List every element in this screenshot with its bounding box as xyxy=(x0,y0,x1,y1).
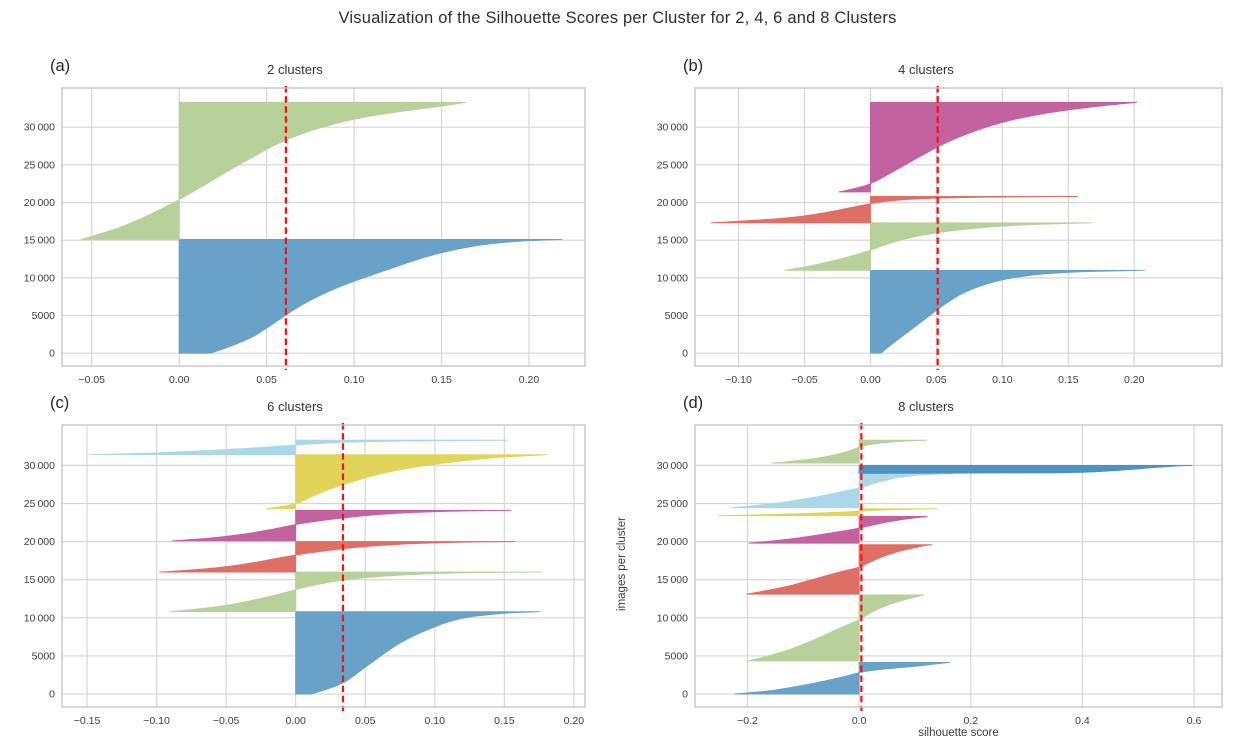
x-tick-label: −0.05 xyxy=(791,374,818,386)
silhouette-cluster-d4 xyxy=(748,516,928,544)
y-tick-label: 5000 xyxy=(665,650,689,662)
x-tick-label: 0.10 xyxy=(992,374,1013,386)
silhouette-cluster-a1 xyxy=(178,238,563,354)
panel-a-title: 2 clusters xyxy=(267,62,323,77)
y-axis-label: images per cluster xyxy=(616,517,628,611)
silhouette-cluster-c4 xyxy=(171,509,512,542)
y-tick-label: 0 xyxy=(49,689,55,701)
x-axis-label: silhouette score xyxy=(918,727,999,739)
x-tick-label: 0.0 xyxy=(852,715,867,727)
x-tick-label: 0.05 xyxy=(256,374,277,386)
x-tick-label: −0.10 xyxy=(725,374,752,386)
y-tick-label: 15 000 xyxy=(24,235,55,247)
plot-border xyxy=(694,424,1223,708)
silhouette-cluster-c2 xyxy=(170,571,542,613)
x-tick-label: 0.10 xyxy=(344,374,365,386)
silhouette-plot-a: −0.05 0.00 0.05 0.10 0.15 0.20 0 5000 10 000 15 0… xyxy=(24,86,586,386)
y-tick-label: 10 000 xyxy=(657,272,688,284)
silhouette-cluster-c3 xyxy=(159,541,516,573)
y-tick-label: 20 000 xyxy=(657,197,688,209)
y-tick-label: 25 000 xyxy=(24,159,55,171)
y-tick-label: 20 000 xyxy=(657,536,688,548)
y-tick-label: 30 000 xyxy=(24,460,55,472)
x-tick-label: 0.05 xyxy=(355,715,376,727)
panel-b-plot: −0.10 −0.05 0.00 0.05 0.10 0.15 0.20 0 5000 10 00… xyxy=(633,62,1235,392)
silhouette-cluster-d5 xyxy=(718,508,938,517)
y-tick-label: 0 xyxy=(682,689,688,701)
panel-d-corner-label: (d) xyxy=(683,394,704,412)
x-tick-label: −0.15 xyxy=(74,715,101,727)
silhouette-plot-b: −0.10 −0.05 0.00 0.05 0.10 0.15 0.20 0 5000 10 00… xyxy=(657,86,1223,386)
x-tick-label: 0.20 xyxy=(1124,374,1145,386)
x-tick-label: 0.15 xyxy=(494,715,515,727)
x-tick-label: 0.15 xyxy=(1058,374,1079,386)
plot-border xyxy=(61,424,586,708)
panel-c-corner-label: (c) xyxy=(50,394,70,412)
panel-b-title: 4 clusters xyxy=(898,62,954,77)
x-tick-label: −0.10 xyxy=(143,715,170,727)
silhouette-cluster-a2 xyxy=(81,101,467,240)
silhouette-cluster-b2 xyxy=(784,222,1093,271)
x-tick-label: 0.20 xyxy=(564,715,585,727)
silhouette-cluster-d8 xyxy=(771,439,927,464)
silhouette-cluster-d3 xyxy=(746,544,933,595)
y-tick-label: 30 000 xyxy=(24,122,55,134)
x-tick-label: 0.00 xyxy=(860,374,881,386)
x-tick-label: 0.15 xyxy=(431,374,452,386)
panel-d-title: 8 clusters xyxy=(898,399,954,414)
silhouette-cluster-d2 xyxy=(747,594,924,662)
panel-c-plot: −0.15 −0.10 −0.05 0.00 0.05 0.10 0.15 0.20 0 5000… xyxy=(0,399,598,733)
panel-c-title: 6 clusters xyxy=(267,399,323,414)
x-tick-label: 0.20 xyxy=(519,374,540,386)
x-tick-label: 0.6 xyxy=(1187,715,1202,727)
silhouette-cluster-b1 xyxy=(870,269,1145,354)
x-tick-label: 0.00 xyxy=(285,715,306,727)
y-tick-label: 0 xyxy=(49,348,55,360)
x-tick-label: −0.05 xyxy=(78,374,105,386)
panel-b-corner-label: (b) xyxy=(683,57,704,75)
silhouette-cluster-d7 xyxy=(858,464,1193,474)
silhouette-cluster-d6 xyxy=(731,473,953,509)
silhouette-cluster-c1 xyxy=(295,611,541,695)
y-tick-label: 15 000 xyxy=(24,574,55,586)
silhouette-cluster-c5 xyxy=(266,454,548,510)
panel-a-corner-label: (a) xyxy=(50,57,71,75)
plot-border xyxy=(694,87,1223,367)
y-tick-label: 30 000 xyxy=(657,122,688,134)
y-tick-label: 5000 xyxy=(32,650,56,662)
y-tick-label: 0 xyxy=(682,348,688,360)
x-tick-label: 0.4 xyxy=(1075,715,1090,727)
y-tick-label: 25 000 xyxy=(657,498,688,510)
y-tick-label: 10 000 xyxy=(24,612,55,624)
x-tick-label: 0.10 xyxy=(425,715,446,727)
y-tick-label: 30 000 xyxy=(657,460,688,472)
y-tick-label: 5000 xyxy=(32,310,56,322)
silhouette-cluster-d1 xyxy=(734,661,951,695)
plot-border xyxy=(61,87,586,367)
x-tick-label: 0.05 xyxy=(926,374,947,386)
figure-title: Visualization of the Silhouette Scores p… xyxy=(338,9,897,27)
y-tick-label: 10 000 xyxy=(657,612,688,624)
silhouette-cluster-b3 xyxy=(710,196,1078,224)
y-tick-label: 25 000 xyxy=(24,498,55,510)
silhouette-cluster-c6 xyxy=(89,439,508,456)
y-tick-label: 20 000 xyxy=(24,536,55,548)
panel-d-plot: −0.2 0.0 0.2 0.4 0.6 0 5000 10 000 15 000 20 000 2… xyxy=(633,399,1235,733)
silhouette-cluster-b4 xyxy=(838,101,1137,193)
x-tick-label: −0.2 xyxy=(737,715,758,727)
x-tick-label: 0.00 xyxy=(169,374,190,386)
silhouette-plot-c: −0.15 −0.10 −0.05 0.00 0.05 0.10 0.15 0.20 0 5000… xyxy=(24,423,586,727)
x-tick-label: 0.2 xyxy=(963,715,978,727)
panel-a-plot: −0.05 0.00 0.05 0.10 0.15 0.20 0 5000 10 000 15 0… xyxy=(0,62,598,392)
x-tick-label: −0.05 xyxy=(213,715,240,727)
y-tick-label: 5000 xyxy=(665,310,689,322)
y-tick-label: 20 000 xyxy=(24,197,55,209)
y-tick-label: 15 000 xyxy=(657,235,688,247)
y-tick-label: 15 000 xyxy=(657,574,688,586)
y-tick-label: 10 000 xyxy=(24,272,55,284)
y-tick-label: 25 000 xyxy=(657,159,688,171)
silhouette-plot-d: −0.2 0.0 0.2 0.4 0.6 0 5000 10 000 15 000 20 000 2… xyxy=(657,423,1223,727)
